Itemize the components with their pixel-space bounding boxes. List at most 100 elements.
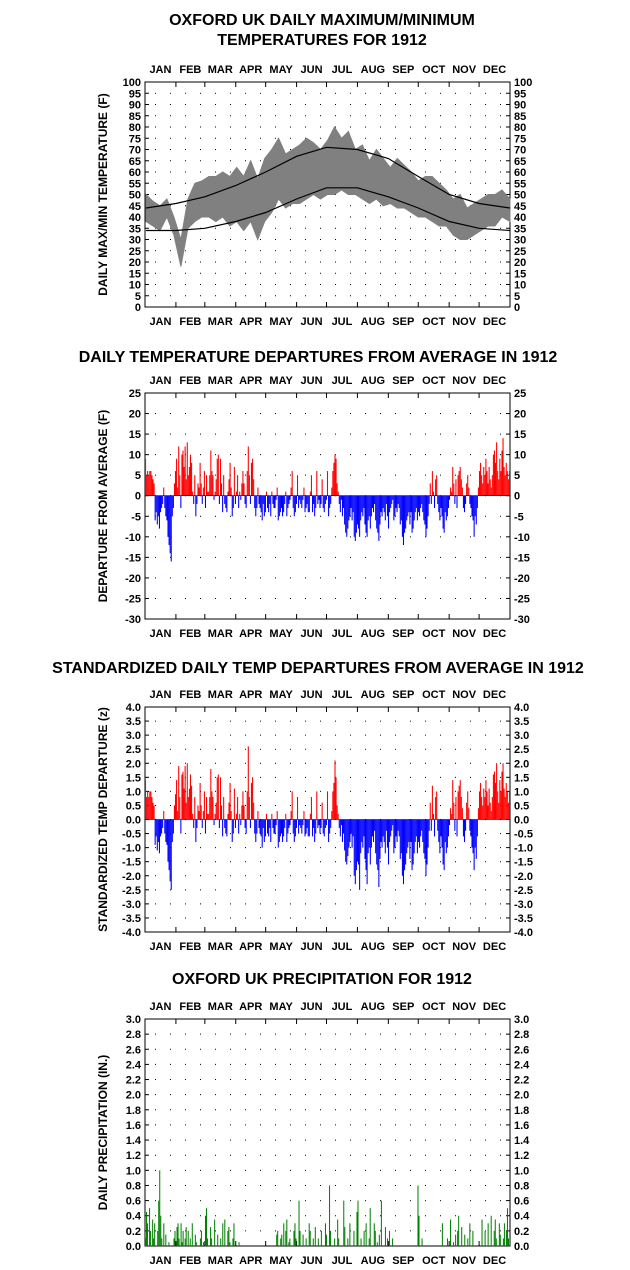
daily-bar [277, 819, 279, 848]
daily-bar [337, 1219, 339, 1246]
month-label-bottom: JAN [149, 316, 171, 328]
daily-bar [165, 495, 167, 517]
month-label-bottom: JUL [332, 316, 353, 328]
daily-bar [172, 819, 174, 834]
daily-bar [476, 819, 478, 837]
y-tick-label-left: 75 [129, 133, 141, 145]
daily-bar [229, 1242, 231, 1246]
daily-bar [183, 788, 185, 820]
daily-bar [459, 466, 461, 496]
daily-bar [235, 813, 238, 820]
daily-bar [494, 1219, 496, 1246]
daily-bar [311, 819, 314, 837]
daily-bar [497, 471, 499, 496]
daily-bar [399, 495, 401, 525]
y-tick-label-right: -3.5 [514, 913, 533, 925]
month-label-bottom: MAR [208, 1255, 233, 1267]
daily-bar [369, 819, 371, 865]
month-label-top: MAY [269, 64, 293, 76]
daily-bar [148, 797, 150, 820]
daily-bar [487, 805, 489, 820]
daily-bar [252, 458, 254, 496]
daily-bar [487, 483, 489, 496]
daily-bar [373, 1223, 375, 1246]
daily-bar [351, 495, 353, 521]
daily-bar [481, 797, 483, 820]
panel-departures: DAILY TEMPERATURE DEPARTURES FROM AVERAG… [79, 349, 558, 640]
daily-bar [419, 819, 421, 848]
month-label-top: JAN [149, 689, 171, 701]
daily-bar [346, 819, 348, 865]
daily-bar [502, 763, 504, 820]
daily-bar [326, 471, 329, 496]
daily-bar [376, 819, 378, 865]
daily-bar [506, 1208, 508, 1246]
daily-bar [308, 1223, 310, 1246]
daily-bar [478, 471, 481, 496]
daily-bar [306, 819, 308, 828]
daily-bar [166, 819, 168, 845]
y-tick-label-left: -3.0 [122, 899, 141, 911]
daily-bar [481, 475, 483, 496]
daily-bar [211, 791, 213, 820]
month-label-bottom: AUG [361, 628, 385, 640]
y-tick-label-right: 20 [514, 409, 526, 421]
daily-bar [401, 495, 403, 537]
daily-bar [149, 791, 151, 820]
daily-bar [469, 819, 471, 831]
daily-bar [215, 479, 217, 496]
daily-bar [483, 788, 485, 820]
daily-bar [209, 475, 211, 496]
daily-bar [222, 495, 224, 513]
month-label-top: MAY [269, 375, 293, 387]
daily-bar [150, 1230, 152, 1246]
daily-bar [422, 819, 424, 842]
daily-bar [299, 495, 301, 500]
daily-bar [291, 471, 293, 496]
daily-bar [248, 797, 250, 820]
daily-bar [467, 1238, 469, 1246]
daily-bar [229, 782, 231, 820]
daily-bar [267, 495, 269, 509]
daily-bar [397, 495, 399, 504]
daily-bar [432, 813, 434, 820]
month-label-top: SEP [392, 689, 414, 701]
daily-bar [151, 797, 153, 820]
daily-bar [305, 495, 307, 509]
month-label-top: NOV [452, 689, 477, 701]
daily-bar [168, 819, 170, 871]
daily-bar [219, 777, 221, 820]
daily-bar [185, 1227, 187, 1246]
daily-bar [152, 802, 154, 820]
daily-bar [241, 483, 243, 496]
daily-bar [298, 495, 300, 509]
daily-bar [159, 819, 162, 837]
daily-bar [146, 475, 148, 496]
daily-bar [194, 797, 196, 820]
daily-bar [469, 495, 471, 504]
daily-bar [323, 819, 325, 837]
y-tick-label-left: 20 [129, 257, 141, 269]
y-tick-label-right: 2.0 [514, 758, 529, 770]
daily-bar [419, 495, 421, 517]
chart-title-precip: OXFORD UK PRECIPITATION FOR 1912 [172, 971, 472, 988]
daily-bar [246, 791, 248, 820]
y-axis-label-maxmin: DAILY MAX/MIN TEMPERATURE (F) [96, 93, 110, 295]
y-axis-label-precip: DAILY PRECIPITATION (IN.) [96, 1055, 110, 1211]
daily-bar [320, 495, 322, 504]
daily-bar [308, 819, 310, 837]
daily-bar [214, 1219, 216, 1246]
daily-bar [241, 805, 243, 820]
daily-bar [316, 791, 318, 820]
daily-bar [309, 813, 311, 820]
month-label-top: OCT [422, 375, 446, 387]
daily-bar [238, 819, 240, 834]
daily-bar [399, 819, 401, 859]
daily-bar [203, 471, 205, 496]
daily-bar [260, 819, 262, 837]
daily-bar [496, 442, 498, 496]
daily-bar [332, 791, 334, 820]
daily-bar [250, 782, 253, 820]
daily-bar [493, 1230, 495, 1246]
daily-bar [435, 797, 437, 820]
